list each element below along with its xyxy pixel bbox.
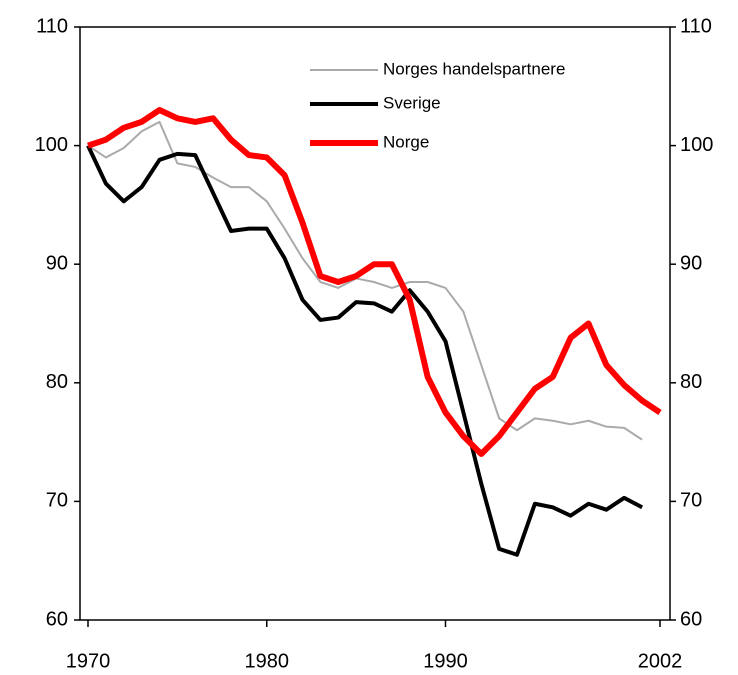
series-line [86,144,644,557]
x-tick-label: 1970 [66,650,111,672]
y2-tick-label: 70 [680,490,702,512]
y2-tick-label: 100 [680,134,713,156]
y-tick-label: 90 [46,252,68,274]
y2-tick-label: 80 [680,371,702,393]
legend-label: Norges handelspartnere [383,59,565,78]
series-line [87,120,643,441]
x-tick-label: 1980 [245,650,290,672]
y-tick-label: 80 [46,371,68,393]
y-tick-label: 100 [35,134,68,156]
legend-label: Norge [383,132,429,151]
y2-tick-label: 110 [680,15,712,37]
x-tick-label: 2002 [638,650,683,672]
y-tick-label: 60 [46,608,68,630]
plot-frame [79,26,671,621]
series-line [87,107,662,457]
y-tick-label: 110 [36,15,68,37]
x-tick-label: 1990 [423,650,468,672]
legend-label: Sverige [383,93,441,112]
y-tick-label: 70 [46,490,68,512]
y2-tick-label: 90 [680,252,702,274]
y2-tick-label: 60 [680,608,702,630]
